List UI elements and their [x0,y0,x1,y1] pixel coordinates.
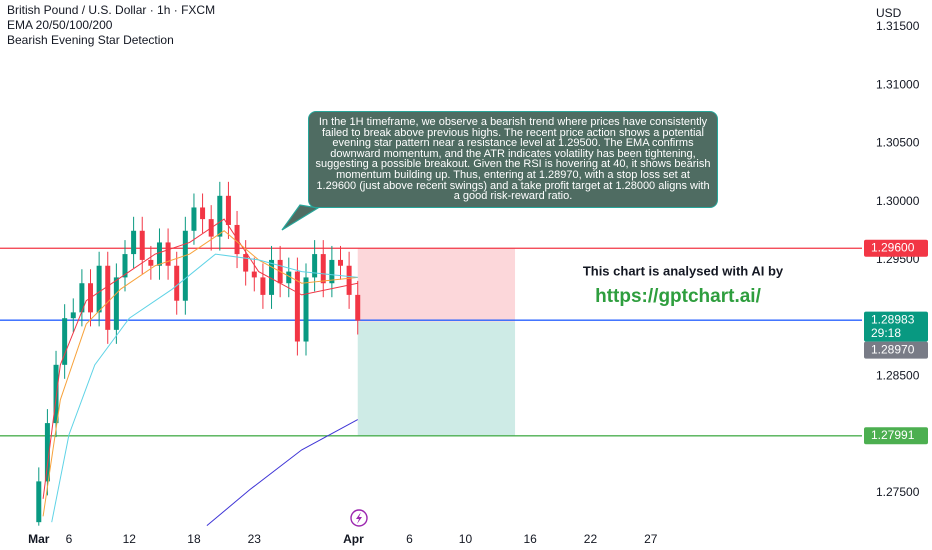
stop-zone [357,248,516,322]
x-tick-label: Mar [28,532,50,546]
y-tick-label: 1.31500 [876,19,920,33]
x-tick-label: 6 [66,532,73,546]
ema-line [42,218,358,499]
candle-body [286,271,292,284]
y-tick-label: 1.30000 [876,194,920,208]
candle-body [174,265,180,301]
price-label-bg [864,311,928,342]
candle-body [62,318,68,365]
candle-body [269,259,275,295]
candle-body [294,271,300,342]
x-tick-label: 10 [459,532,473,546]
candle-body [329,259,335,284]
candle-body [346,265,352,295]
candle-body [122,254,128,278]
candle-body [148,259,154,266]
ema-line [42,230,358,517]
candle-body [303,277,309,342]
price-label-bg [864,239,928,257]
price-label-bg [864,427,928,445]
y-tick-label: 1.30500 [876,136,920,150]
countdown-label: 29:18 [871,326,901,340]
ema-line [206,419,358,527]
candle-body [131,230,137,255]
event-icon [350,509,368,527]
x-tick-label: 12 [123,532,137,546]
x-tick-label: 6 [406,532,413,546]
currency-label: USD [876,6,902,20]
watermark-text: This chart is analysed with AI by [583,263,784,278]
candle-body [355,294,361,321]
price-label: 1.28983 [871,312,915,326]
candle-body [217,195,223,237]
candle-body [200,207,206,220]
indicator-label: EMA 20/50/100/200 [7,18,113,32]
x-tick-label: 18 [187,532,201,546]
candle-body [44,423,50,482]
y-tick-label: 1.31000 [876,77,920,91]
indicator-label: Bearish Evening Star Detection [7,33,174,47]
y-tick-label: 1.28500 [876,369,920,383]
candle-body [36,481,42,523]
candle-body [96,265,102,313]
candle-body [113,277,119,330]
chart-title: British Pound / U.S. Dollar · 1h · FXCM [7,3,216,17]
candle-body [139,230,145,260]
candle-body [225,195,231,225]
price-label-bg [864,341,928,359]
x-tick-label: 22 [584,532,598,546]
y-tick-label: 1.27500 [876,485,920,499]
x-tick-label: Apr [343,532,364,546]
candle-body [312,254,318,278]
event-icon-bolt [356,512,362,524]
candle-body [320,254,326,284]
candle-body [251,271,257,278]
price-label: 1.27991 [871,428,915,442]
candle-body [337,259,343,266]
candle-body [53,364,59,424]
x-tick-label: 16 [523,532,537,546]
price-label: 1.28970 [871,342,915,356]
candle-body [105,265,111,330]
candle-body [182,230,188,301]
annotation: In the 1H timeframe, we observe a bearis… [308,111,718,208]
candle-body [70,312,76,319]
x-tick-label: 27 [644,532,658,546]
candle-body [156,242,162,266]
annotation-pointer [281,204,320,231]
ema-line [51,253,358,523]
chart-header: British Pound / U.S. Dollar · 1h · FXCM … [7,3,215,48]
x-tick-label: 23 [248,532,262,546]
price-label: 1.29600 [871,240,915,254]
candle-body [79,283,85,313]
candle-body [243,254,249,272]
target-zone [357,321,516,436]
candle-body [165,242,171,266]
candle-body [191,207,197,231]
watermark-link: https://gptchart.ai/ [595,286,761,307]
candle-body [260,277,266,295]
